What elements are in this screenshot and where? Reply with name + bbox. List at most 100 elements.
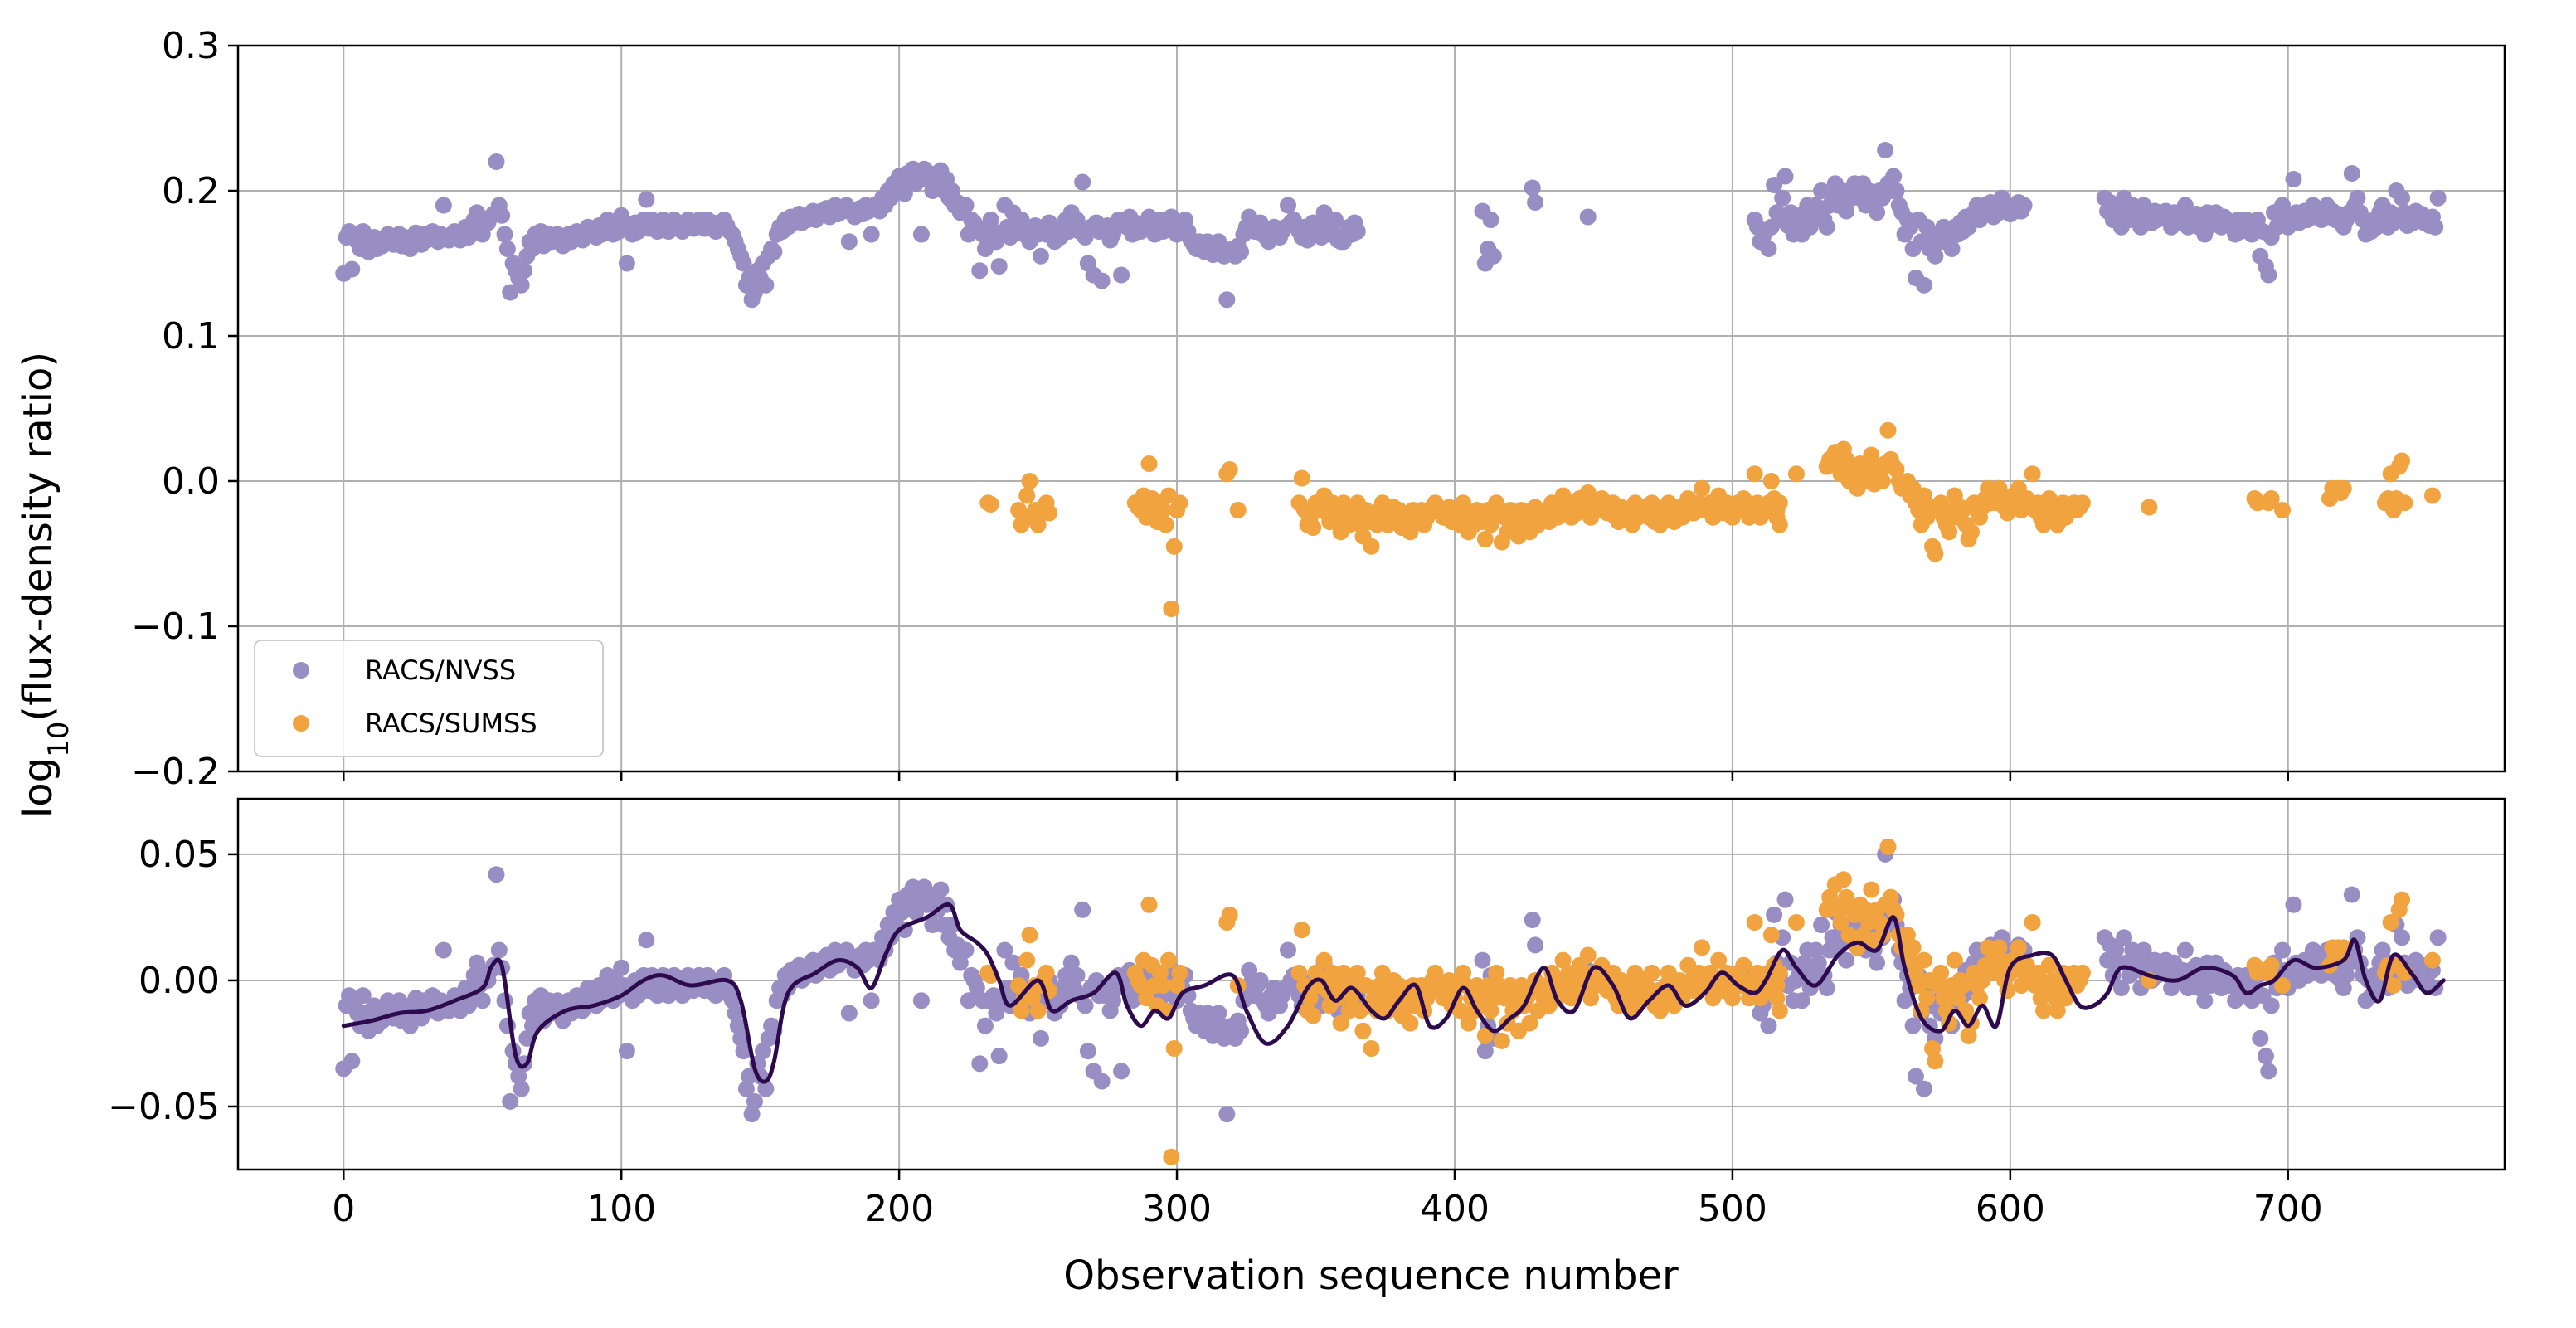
bottom-point-racs-sumss: [1010, 977, 1028, 995]
bottom-point-racs-sumss: [1349, 964, 1366, 981]
top-point-racs-nvss: [2285, 171, 2302, 187]
legend-frame: [254, 640, 604, 757]
bottom-point-racs-sumss: [1554, 951, 1572, 969]
top-point-racs-nvss: [1113, 266, 1130, 284]
top-point-racs-nvss: [1074, 173, 1091, 191]
bottom-point-racs-nvss: [1093, 1073, 1111, 1090]
bottom-point-racs-sumss: [1840, 927, 1858, 944]
bottom-point-racs-sumss: [1451, 1002, 1469, 1019]
top-point-racs-sumss: [1579, 484, 1597, 501]
legend-marker-racs-nvss: [293, 662, 309, 679]
top-point-racs-sumss: [1029, 516, 1047, 533]
bottom-point-racs-nvss: [1210, 1005, 1227, 1022]
bottom-point-racs-sumss: [1579, 946, 1597, 964]
bottom-point-racs-sumss: [1746, 914, 1763, 931]
top-point-racs-sumss: [1962, 523, 1980, 541]
top-point-racs-nvss: [1877, 142, 1894, 158]
bottom-point-racs-sumss: [1838, 888, 1855, 906]
top-point-racs-nvss: [735, 255, 752, 272]
legend-marker-racs-sumss: [293, 715, 309, 732]
bottom-point-racs-sumss: [1694, 939, 1711, 956]
top-point-racs-nvss: [1774, 189, 1791, 207]
bottom-point-racs-nvss: [613, 959, 630, 976]
bottom-point-racs-sumss: [1357, 977, 1374, 995]
bottom-point-racs-sumss: [1140, 896, 1158, 913]
bottom-point-racs-nvss: [1916, 1080, 1933, 1097]
bot-xtick-label-600: 600: [1976, 1188, 2045, 1230]
bottom-point-racs-sumss: [1018, 951, 1036, 969]
top-point-racs-nvss: [896, 185, 913, 202]
bottom-point-racs-nvss: [1476, 1043, 1494, 1060]
top-y-axis: −0.2 −0.1 0.0 0.1 0.2 0.3: [131, 25, 238, 793]
top-point-racs-sumss: [1766, 490, 1783, 507]
bottom-point-racs-sumss: [1160, 951, 1178, 969]
bottom-point-racs-sumss: [1402, 1014, 1419, 1032]
bottom-point-racs-sumss: [1990, 939, 2008, 956]
bottom-point-racs-nvss: [618, 1043, 635, 1060]
bottom-point-racs-sumss: [1723, 990, 1741, 1007]
top-point-racs-nvss: [2015, 197, 2033, 214]
bottom-point-racs-sumss: [1927, 1053, 1944, 1070]
bottom-point-racs-nvss: [840, 1005, 858, 1022]
top-point-racs-nvss: [2427, 218, 2444, 236]
top-point-racs-nvss: [1869, 204, 1886, 221]
top-point-racs-sumss: [2274, 502, 2292, 518]
top-point-racs-nvss: [2260, 266, 2277, 284]
top-point-racs-sumss: [982, 496, 999, 513]
top-point-racs-nvss: [757, 276, 775, 294]
top-point-racs-nvss: [618, 255, 635, 272]
bottom-point-racs-nvss: [1218, 1106, 1236, 1123]
bottom-x-axis: 0 100 200 300 400 500 600 700: [332, 1170, 2323, 1230]
bottom-point-racs-sumss: [1379, 1002, 1397, 1019]
bottom-point-racs-nvss: [2274, 941, 2292, 959]
top-point-racs-sumss: [1154, 502, 1172, 518]
top-point-racs-nvss: [863, 226, 880, 243]
top-point-racs-nvss: [496, 226, 513, 243]
bottom-point-racs-sumss: [1904, 939, 1922, 956]
bottom-point-racs-sumss: [1023, 990, 1041, 1007]
bottom-point-racs-nvss: [2260, 1063, 2277, 1080]
bottom-point-racs-nvss: [932, 881, 950, 898]
bottom-point-racs-nvss: [1252, 971, 1269, 989]
bottom-point-racs-sumss: [1832, 914, 1849, 931]
bottom-point-racs-sumss: [1476, 1027, 1494, 1044]
top-point-racs-nvss: [2394, 189, 2411, 207]
top-point-racs-nvss: [1888, 182, 1905, 199]
bottom-point-racs-nvss: [2112, 980, 2130, 997]
top-point-racs-nvss: [840, 233, 858, 251]
top-point-racs-nvss: [1093, 272, 1111, 289]
bottom-point-racs-sumss: [1332, 1014, 1349, 1032]
bot-ytick-label-m0_05: −0.05: [108, 1086, 220, 1128]
top-plot-frame: [236, 44, 2506, 773]
bottom-point-racs-sumss: [2057, 990, 2074, 1007]
top-point-racs-nvss: [1032, 247, 1049, 265]
bottom-point-racs-sumss: [1038, 964, 1055, 981]
top-point-racs-nvss: [1760, 241, 1777, 257]
top-ytick-label-m0_1: −0.1: [131, 606, 220, 648]
top-point-racs-sumss: [1229, 502, 1247, 518]
bottom-point-racs-nvss: [1032, 1029, 1049, 1047]
bottom-point-racs-sumss: [2035, 1002, 2053, 1019]
top-point-racs-nvss: [498, 241, 516, 257]
bottom-point-racs-sumss: [1154, 977, 1172, 995]
bottom-point-racs-nvss: [638, 932, 655, 949]
bot-ytick-label-0_05: 0.05: [139, 834, 220, 876]
bottom-point-racs-nvss: [1869, 954, 1886, 971]
bottom-point-racs-nvss: [988, 1005, 1005, 1022]
top-point-racs-nvss: [990, 258, 1008, 275]
x-axis-label: Observation sequence number: [1063, 1253, 1679, 1299]
bottom-y-axis: −0.05 0.00 0.05: [108, 834, 238, 1128]
bottom-point-racs-sumss: [1960, 1027, 1977, 1044]
bottom-point-racs-nvss: [1904, 1017, 1922, 1034]
top-series-racs-nvss: [335, 142, 2447, 309]
bottom-point-racs-nvss: [1524, 911, 1541, 928]
bottom-point-racs-nvss: [474, 992, 491, 1009]
bottom-point-racs-nvss: [1105, 992, 1122, 1009]
bottom-point-racs-sumss: [1293, 922, 1310, 939]
bottom-point-racs-sumss: [1305, 1007, 1322, 1024]
bottom-trend-line: [341, 902, 2446, 1084]
bottom-point-racs-nvss: [971, 1055, 989, 1073]
bottom-point-racs-sumss: [1787, 914, 1805, 931]
bottom-point-racs-nvss: [2429, 929, 2447, 946]
bottom-point-racs-sumss: [1169, 977, 1186, 995]
